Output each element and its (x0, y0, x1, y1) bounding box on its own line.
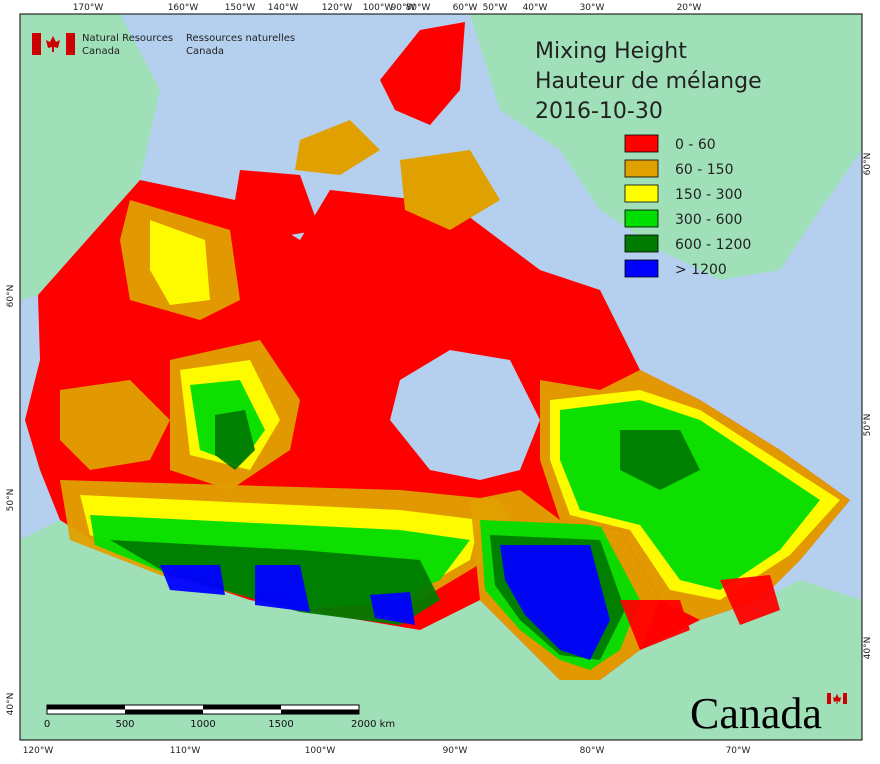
lon-label: 30°W (580, 3, 605, 13)
lat-label: 50°N (6, 489, 16, 512)
lat-label: 60°N (6, 285, 16, 308)
lat-label: 60°N (863, 153, 873, 176)
legend-label: 600 - 1200 (675, 237, 751, 253)
legend-label: 150 - 300 (675, 187, 742, 203)
scale-seg (125, 709, 203, 714)
field-region (500, 545, 610, 660)
map-border (19, 13, 863, 741)
lon-label: 120°W (322, 3, 353, 13)
field-region (720, 575, 780, 625)
lat-label: 40°N (863, 637, 873, 660)
lon-label: 20°W (677, 3, 702, 13)
lon-label: 120°W (23, 746, 54, 756)
lon-label: 60°W (453, 3, 478, 13)
legend-label: 60 - 150 (675, 162, 734, 178)
scale-label: 500 (115, 719, 134, 730)
scale-bar: 0 500 1000 1500 2000 km (44, 704, 395, 730)
field-region (150, 220, 210, 305)
field-region (60, 380, 170, 470)
field-region (160, 565, 225, 595)
island (295, 120, 380, 175)
field-region (620, 600, 690, 650)
lon-label: 160°W (168, 3, 199, 13)
legend-swatch (624, 259, 659, 278)
field-region (620, 430, 700, 490)
lon-label: 40°W (523, 3, 548, 13)
flag-bar (32, 33, 41, 55)
org-en: Canada (82, 46, 120, 57)
hudson-bay (390, 350, 540, 480)
title-date: 2016-10-30 (535, 99, 663, 124)
usa (20, 520, 862, 740)
lon-label: 150°W (225, 3, 256, 13)
org-fr: Ressources naturelles (186, 33, 295, 44)
flag-bar (843, 693, 847, 704)
wordmark-flag (827, 693, 847, 704)
lon-label: 140°W (268, 3, 299, 13)
lon-label: 90°W (391, 3, 416, 13)
title: Mixing Height (535, 39, 687, 64)
maple-leaf (46, 36, 60, 52)
lon-label: 100°W (363, 3, 394, 13)
lon-label: 100°W (305, 746, 336, 756)
lon-label: 170°W (73, 3, 104, 13)
org-en: Natural Resources (82, 33, 173, 44)
alaska (20, 14, 160, 300)
scale-label: 1000 (190, 719, 215, 730)
legend-label: 0 - 60 (675, 137, 716, 153)
maple-leaf (833, 694, 841, 704)
field-region (370, 592, 415, 625)
lon-label: 50°W (483, 3, 508, 13)
field-region (255, 565, 310, 612)
map-frame (19, 13, 863, 741)
wordmark: Canada (690, 689, 822, 738)
scale-seg (47, 705, 125, 710)
field-region (215, 410, 255, 470)
greenland (470, 14, 862, 280)
legend-swatch (624, 184, 659, 203)
legend-swatch (624, 209, 659, 228)
island (235, 170, 320, 240)
scale-label: 0 (44, 719, 50, 730)
lon-label: 90°W (443, 746, 468, 756)
island (400, 150, 500, 230)
lon-label: 80°W (580, 746, 605, 756)
scale-seg (281, 709, 359, 714)
legend-label: > 1200 (675, 262, 727, 278)
legend-swatch (624, 234, 659, 253)
lon-label: 110°W (170, 746, 201, 756)
lat-label: 50°N (863, 414, 873, 437)
flag-bar (66, 33, 75, 55)
legend-swatch (624, 134, 659, 153)
scale-seg (203, 705, 281, 710)
lon-label: 80°W (406, 3, 431, 13)
lon-label: 70°W (726, 746, 751, 756)
title: Hauteur de mélange (535, 69, 762, 94)
scale-label: 1500 (268, 719, 293, 730)
lat-label: 40°N (6, 693, 16, 716)
legend-label: 300 - 600 (675, 212, 742, 228)
org-fr: Canada (186, 46, 224, 57)
logo-nrcan (32, 33, 75, 55)
scale-label: 2000 km (351, 719, 395, 730)
legend: 0 - 60 60 - 150 150 - 300 300 - 600 600 - 12… (624, 134, 751, 278)
legend-swatch (624, 159, 659, 178)
island (380, 22, 465, 125)
flag-bar (827, 693, 831, 704)
